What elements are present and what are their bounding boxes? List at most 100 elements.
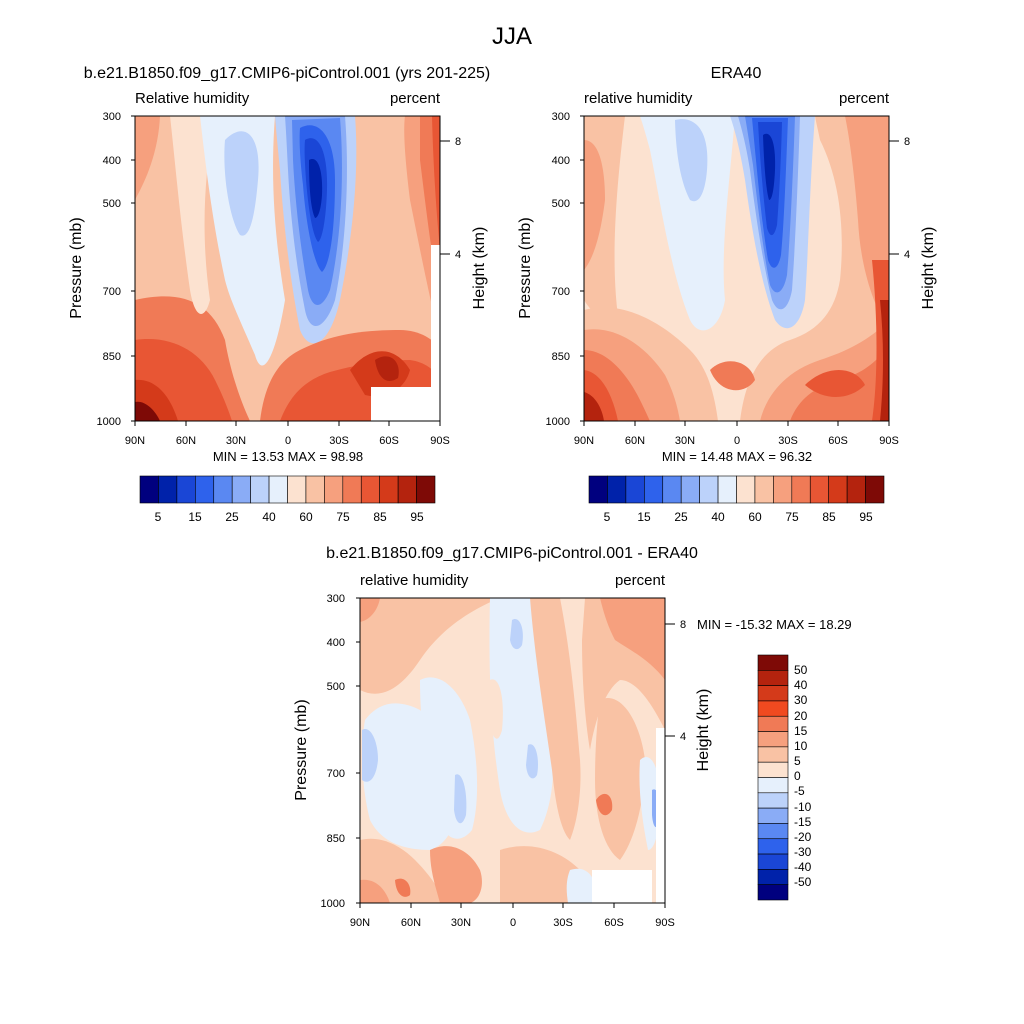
contour-region (639, 756, 660, 850)
variable-label: Relative humidity (135, 90, 250, 107)
contour-region (675, 119, 708, 202)
y-axis-right: 8 4 Height (km) (440, 136, 488, 309)
y-axis-title: Pressure (mb) (517, 217, 534, 318)
min-max-label: MIN = 13.53 MAX = 98.98 (213, 449, 363, 464)
x-tick-label: 30S (553, 917, 573, 929)
colorbar-swatch (757, 853, 789, 870)
contour-region (430, 846, 482, 903)
x-tick-label: 60S (604, 917, 624, 929)
x-tick-label: 90N (574, 435, 594, 447)
y-tick-label: 300 (103, 111, 121, 123)
colorbar-label: 5 (155, 510, 162, 524)
panel-title: ERA40 (711, 65, 762, 82)
colorbar-swatch (158, 475, 178, 504)
colorbar-swatch (717, 475, 737, 504)
colorbar-label: -30 (794, 845, 812, 859)
colorbar-label: 5 (604, 510, 611, 524)
contour-region (805, 370, 865, 398)
colorbar-swatch (268, 475, 288, 504)
y-axis-right: 8 4 Height (km) (889, 136, 937, 309)
contour-region (309, 159, 323, 218)
y-axis-left: 300 400 500 700 850 1000 Pressure (mb) (293, 593, 360, 910)
x-tick-label: 90N (350, 917, 370, 929)
y-tick-label: 850 (552, 351, 570, 363)
colorbar-swatch (757, 884, 789, 901)
colorbar-label: 25 (674, 510, 688, 524)
colorbar-swatch (250, 475, 270, 504)
colorbar-swatch (305, 475, 325, 504)
x-tick-label: 0 (285, 435, 291, 447)
contour-region (360, 598, 500, 694)
colorbar-swatch (757, 731, 789, 748)
contour-region (584, 140, 605, 270)
colorbar-label: -5 (794, 784, 805, 798)
x-tick-label: 60N (176, 435, 196, 447)
x-tick-label: 90S (879, 435, 899, 447)
colorbar-swatch (773, 475, 793, 504)
y-tick-label: 700 (327, 768, 345, 780)
colorbar-swatch (680, 475, 700, 504)
colorbar-label: -40 (794, 860, 812, 874)
colorbar-label: 0 (794, 769, 801, 783)
units-label: percent (615, 572, 666, 589)
y-tick-label: 500 (552, 198, 570, 210)
x-tick-label: 90S (655, 917, 675, 929)
y-axis-right-title: Height (km) (471, 227, 488, 310)
colorbar-swatch (360, 475, 380, 504)
contour-region (360, 879, 390, 903)
y-tick-label: 400 (552, 155, 570, 167)
height-tick-label: 4 (904, 249, 910, 261)
colorbar-label: -10 (794, 800, 812, 814)
contour-region (432, 116, 440, 250)
units-label: percent (839, 90, 890, 107)
contour-region (135, 401, 160, 421)
colorbar-swatch (176, 475, 196, 504)
height-tick-label: 8 (455, 136, 461, 148)
y-axis-title: Pressure (mb) (293, 699, 310, 800)
contour-region (375, 356, 399, 381)
panel-obs: ERA40 relative humidity percent (517, 65, 937, 524)
x-tick-label: 0 (510, 917, 516, 929)
height-tick-label: 4 (680, 731, 686, 743)
y-tick-label: 1000 (321, 898, 345, 910)
colorbar-swatch (757, 654, 789, 671)
contour-region (740, 116, 889, 421)
y-axis-right: 8 4 Height (km) (665, 619, 712, 771)
x-tick-label: 60N (625, 435, 645, 447)
contour-region (763, 133, 776, 200)
colorbar-label: 20 (794, 709, 808, 723)
colorbar-label: -50 (794, 875, 812, 889)
x-tick-label: 30N (675, 435, 695, 447)
colorbar-swatch (757, 807, 789, 824)
y-tick-label: 850 (327, 833, 345, 845)
contour-region (526, 744, 538, 779)
colorbar-label: 85 (373, 510, 387, 524)
contour-field (584, 116, 889, 421)
colorbar-swatch (757, 670, 789, 686)
y-tick-label: 500 (327, 681, 345, 693)
colorbar-swatch (754, 475, 774, 504)
y-tick-label: 300 (552, 111, 570, 123)
colorbar-label: 5 (794, 754, 801, 768)
colorbar-swatch (828, 475, 848, 504)
colorbar-swatch (607, 475, 627, 504)
variable-label: relative humidity (584, 90, 693, 107)
contour-region (600, 598, 665, 680)
contour-region (566, 868, 595, 903)
colorbar-swatch (757, 838, 789, 855)
colorbar-label: 10 (794, 739, 808, 753)
x-tick-label: 60S (379, 435, 399, 447)
colorbar-swatch (644, 475, 664, 504)
missing-data (371, 387, 431, 421)
y-tick-label: 1000 (97, 416, 121, 428)
contour-region (224, 131, 259, 236)
colorbar (757, 654, 789, 901)
x-tick-label: 30S (329, 435, 349, 447)
colorbar (139, 475, 436, 504)
x-tick-label: 60S (828, 435, 848, 447)
missing-data (592, 870, 652, 903)
colorbar-label: 40 (262, 510, 276, 524)
y-tick-label: 700 (103, 286, 121, 298)
colorbar-swatch (588, 475, 608, 504)
